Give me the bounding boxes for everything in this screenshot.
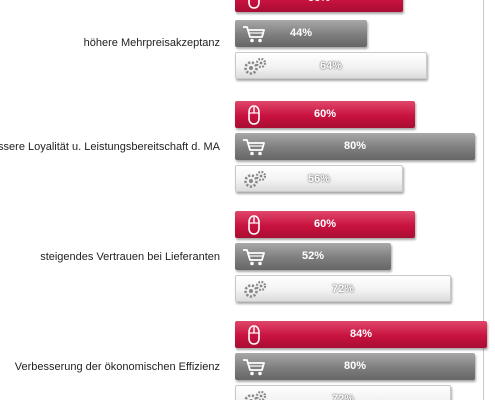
mouse-icon bbox=[241, 324, 267, 345]
shopping-cart-icon bbox=[241, 356, 267, 377]
category-label: höhere Mehrpreisakzeptanz bbox=[83, 37, 220, 49]
mouse-icon bbox=[241, 0, 267, 9]
gears-icon bbox=[242, 169, 268, 190]
bar: 56% bbox=[235, 165, 403, 192]
shopping-cart-icon bbox=[241, 23, 267, 44]
data-label: 64% bbox=[319, 60, 343, 72]
data-label: 56% bbox=[307, 173, 331, 185]
bar: 44% bbox=[235, 20, 367, 47]
shopping-cart-icon bbox=[241, 136, 267, 157]
data-label: 60% bbox=[313, 108, 337, 120]
category-label: Verbesserung der ökonomischen Effizienz bbox=[14, 361, 220, 373]
bar: 56% bbox=[235, 0, 403, 12]
shopping-cart-icon bbox=[241, 246, 267, 267]
category-label: steigendes Vertrauen bei Lieferanten bbox=[40, 251, 220, 263]
gears-icon bbox=[242, 279, 268, 300]
data-label: 72% bbox=[331, 393, 355, 400]
bar: 60% bbox=[235, 211, 415, 238]
gears-icon bbox=[242, 56, 268, 77]
data-label: 84% bbox=[349, 328, 373, 340]
bar: 64% bbox=[235, 52, 427, 79]
data-label: 52% bbox=[301, 250, 325, 262]
data-label: 44% bbox=[289, 27, 313, 39]
data-label: 80% bbox=[343, 360, 367, 372]
data-label: 60% bbox=[313, 218, 337, 230]
mouse-icon bbox=[241, 104, 267, 125]
data-label: 56% bbox=[235, 0, 403, 12]
mouse-icon bbox=[241, 214, 267, 235]
category-label: bessere Loyalität u. Leistungsbereitscha… bbox=[0, 141, 220, 153]
bar: 72% bbox=[235, 385, 451, 400]
bar: 80% bbox=[235, 353, 475, 380]
data-label: 80% bbox=[343, 140, 367, 152]
bar: 84% bbox=[235, 321, 487, 348]
data-label: 72% bbox=[331, 283, 355, 295]
bar: 60% bbox=[235, 101, 415, 128]
bar: 80% bbox=[235, 133, 475, 160]
right-divider bbox=[483, 0, 484, 400]
bar: 72% bbox=[235, 275, 451, 302]
bar: 52% bbox=[235, 243, 391, 270]
